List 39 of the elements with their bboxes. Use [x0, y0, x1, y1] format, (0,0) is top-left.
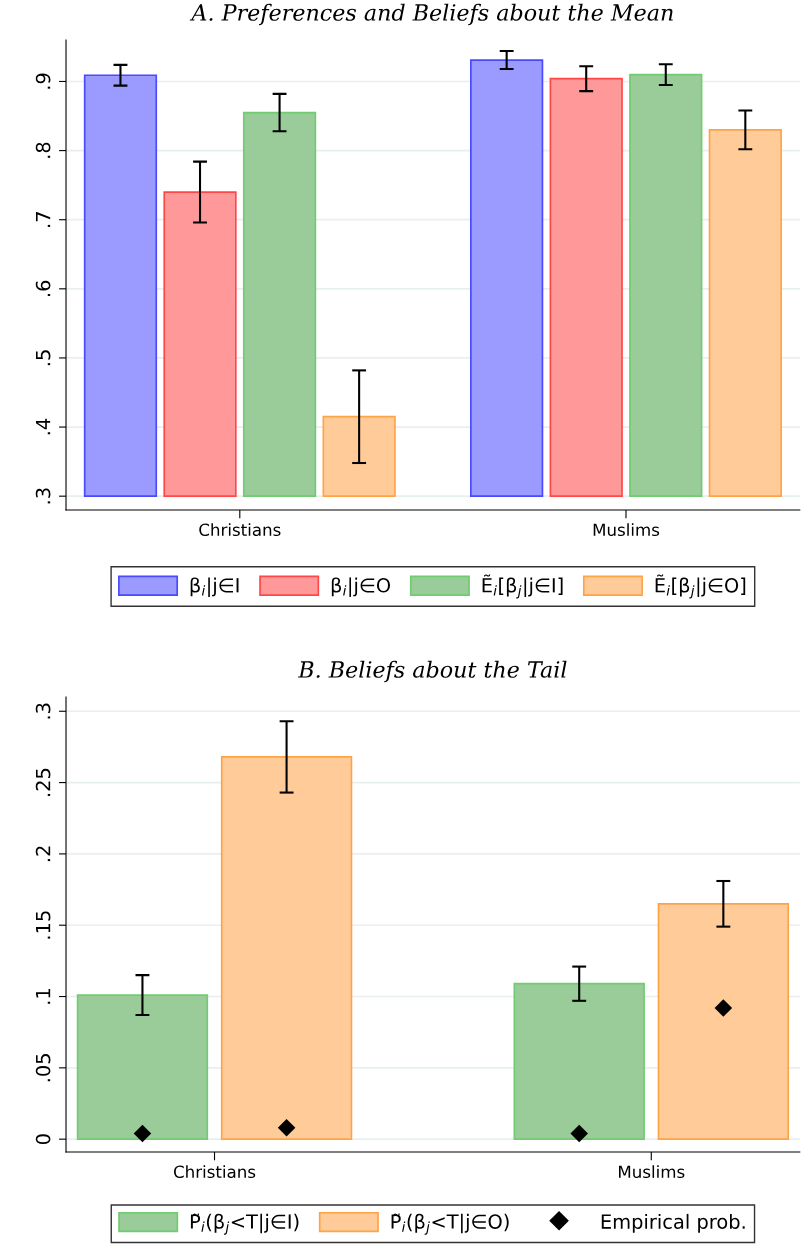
legend-label: Ẽ$_{i}$[β$_{j}$|j∈I]	[482, 574, 563, 599]
bar	[83, 74, 158, 498]
bar	[513, 982, 645, 1140]
legend-label: P̃$_{i}$(β$_{j}$<T|j∈O)	[391, 1213, 509, 1235]
y-tick-label: .15	[35, 911, 51, 939]
chart-title: A. Preferences and Beliefs about the Mean	[189, 3, 673, 26]
bar	[549, 77, 623, 498]
bar	[708, 129, 782, 498]
y-tick-label: .3	[35, 488, 51, 504]
y-tick-label: .1	[35, 989, 51, 1004]
y-tick-label: .4	[35, 418, 51, 435]
y-tick-label: .2	[35, 846, 51, 862]
y-tick-label: .05	[35, 1054, 51, 1082]
legend-label: β$_{i}$|j∈O	[331, 577, 391, 597]
bar	[220, 756, 353, 1140]
bar	[470, 59, 544, 498]
y-tick-label: .25	[35, 768, 51, 796]
chart-title: B. Beliefs about the Tail	[297, 660, 567, 683]
bar	[629, 73, 703, 498]
bar	[163, 191, 237, 498]
x-tick-label: Muslims	[619, 1165, 685, 1179]
y-tick-label: .8	[35, 142, 51, 158]
legend-label: β$_{i}$|j∈I	[190, 577, 239, 597]
bar	[76, 994, 209, 1140]
y-tick-label: .5	[35, 350, 51, 366]
y-tick-label: .6	[35, 280, 51, 297]
bar	[322, 415, 396, 498]
x-tick-label: Christians	[199, 523, 281, 537]
legend-label: P̃$_{i}$(β$_{j}$<T|j∈I)	[190, 1213, 299, 1235]
y-tick-label: .3	[35, 703, 51, 719]
y-tick-label: 0	[35, 1134, 51, 1145]
bar	[657, 902, 790, 1140]
x-tick-label: Christians	[173, 1165, 256, 1179]
y-tick-label: .9	[35, 73, 51, 89]
bar	[242, 111, 317, 498]
y-tick-label: .7	[35, 212, 51, 227]
x-tick-label: Muslims	[593, 523, 660, 537]
legend-label: Ẽ$_{i}$[β$_{j}$|j∈O]	[655, 574, 746, 599]
legend-label: Empirical prob.	[601, 1213, 745, 1233]
